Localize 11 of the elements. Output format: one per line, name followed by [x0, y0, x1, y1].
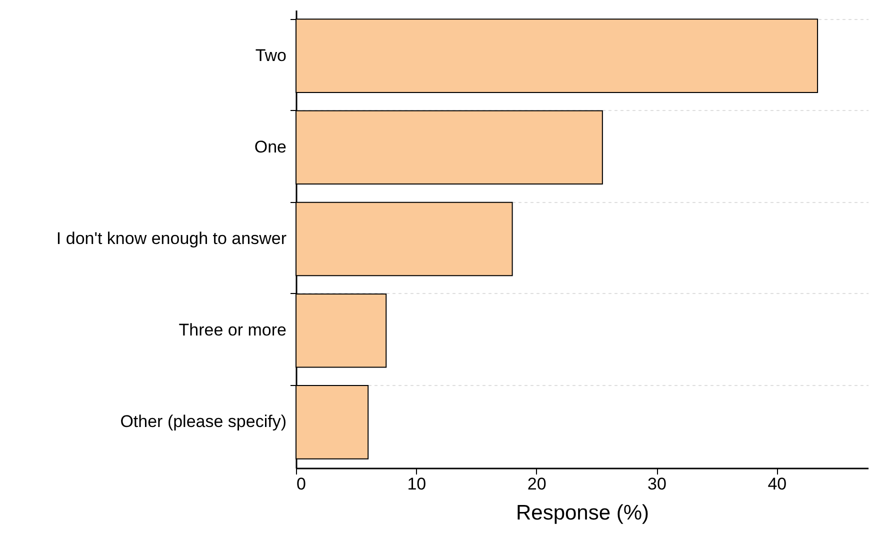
y-tick-label: Other (please specify) [120, 412, 286, 432]
y-tick-label: One [254, 137, 286, 156]
x-axis-title: Response (%) [516, 502, 650, 524]
x-tick-label: 0 [296, 474, 306, 494]
x-tick-label: 10 [407, 474, 426, 494]
y-tick-label: Three or more [178, 320, 286, 340]
x-tick-label: 30 [648, 474, 666, 494]
y-tick-label: Two [255, 46, 286, 65]
x-tick-label: 20 [527, 474, 546, 494]
x-tick-label: 40 [768, 474, 787, 494]
y-tick-label: I don't know enough to answer [56, 229, 287, 248]
